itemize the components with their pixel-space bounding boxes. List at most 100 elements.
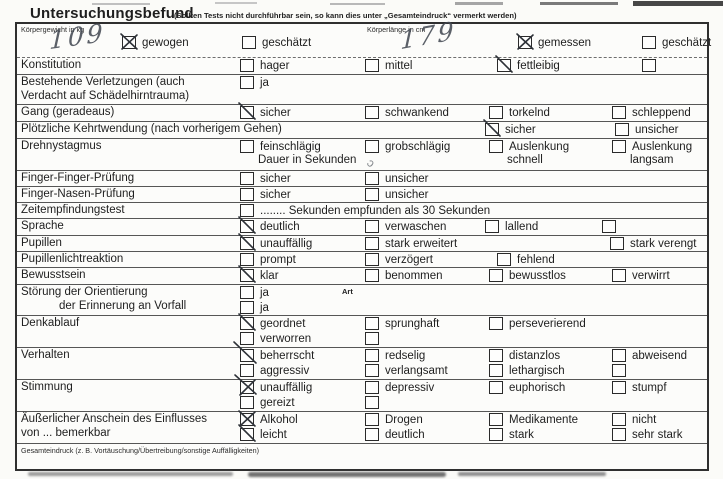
- option-klar: klar: [238, 265, 279, 283]
- checkbox-finger-finger-prüfung-sicher[interactable]: [240, 172, 254, 185]
- option-label: mittel: [385, 59, 413, 72]
- option-gemessen: gemessen: [516, 33, 591, 50]
- checkbox-plötzliche-kehrtwendung-nach-vorherigem-gehen-sicher[interactable]: [483, 119, 501, 137]
- checkbox-pupillenlichtreaktion-verzögert[interactable]: [365, 253, 379, 266]
- checkbox-finger-nasen-prüfung-sicher[interactable]: [240, 188, 254, 201]
- handwritten-check-mark: [516, 33, 534, 50]
- checkbox-denkablauf-verworren[interactable]: [240, 332, 254, 345]
- form-row-denkablauf: Denkablauf geordnet sprunghaft perseveriere…: [17, 313, 707, 348]
- checkbox-bestehende-verletzungen-auch-ja[interactable]: [240, 76, 254, 89]
- checkbox-drehnystagmus-grobschlägig[interactable]: [365, 140, 379, 153]
- checkbox-äußerlicher-anschein-des-einflusses-alkohol[interactable]: [238, 410, 256, 427]
- checkbox-koerpermasse-geschätzt[interactable]: [642, 36, 656, 49]
- checkbox-stimmung-euphorisch[interactable]: [489, 381, 503, 394]
- checkbox-finger-finger-prüfung-unsicher[interactable]: [365, 172, 379, 185]
- checkbox-bewusstsein-verwirrt[interactable]: [612, 269, 626, 282]
- checkbox-koerpermasse-gewogen[interactable]: [120, 33, 138, 50]
- option-label: sicher: [260, 188, 291, 201]
- checkbox-stimmung-depressiv[interactable]: [365, 381, 379, 394]
- form-row-pupillen: Pupillen unauffällig stark erweitert stark …: [17, 233, 707, 252]
- scan-artifact: [540, 2, 618, 5]
- checkbox-äußerlicher-anschein-des-einflusses-sehr-stark[interactable]: [612, 428, 626, 441]
- checkbox-gang-geradeaus-schleppend[interactable]: [612, 106, 626, 119]
- form-row-verhalten: Verhalten beherrscht redselig distanzlos abw…: [17, 341, 707, 380]
- checkbox-pupillenlichtreaktion-prompt[interactable]: [240, 253, 254, 266]
- checkbox-verhalten-blank[interactable]: [612, 364, 626, 377]
- checkbox-gang-geradeaus-sicher[interactable]: [238, 102, 256, 120]
- checkbox-denkablauf-perseverierend[interactable]: [489, 317, 503, 330]
- checkbox-verhalten-distanzlos[interactable]: [489, 349, 503, 362]
- option-label: stark verengt: [630, 237, 697, 250]
- option-label: redselig: [385, 349, 426, 362]
- checkbox-störung-der-orientierung-ja[interactable]: [240, 286, 254, 299]
- option-blank: [612, 364, 632, 377]
- checkbox-sprache-blank[interactable]: [602, 220, 616, 233]
- checkbox-drehnystagmus-feinschlägig[interactable]: [240, 140, 254, 153]
- checkbox-stimmung-stumpf[interactable]: [612, 381, 626, 394]
- checkbox-koerpermasse-gemessen[interactable]: [516, 33, 534, 50]
- inline-note: Art: [342, 287, 353, 296]
- option-verwaschen: verwaschen: [365, 220, 446, 233]
- checkbox-äußerlicher-anschein-des-einflusses-leicht[interactable]: [238, 424, 256, 442]
- checkbox-konstitution-fettleibig[interactable]: [495, 55, 513, 73]
- checkbox-pupillen-stark-erweitert[interactable]: [365, 237, 379, 250]
- checkbox-äußerlicher-anschein-des-einflusses-deutlich[interactable]: [365, 428, 379, 441]
- checkbox-plötzliche-kehrtwendung-nach-vorherigem-gehen-unsicher[interactable]: [615, 123, 629, 136]
- row-label: Bewusstsein: [21, 269, 86, 281]
- checkbox-drehnystagmus-auslenkung[interactable]: [612, 140, 626, 153]
- checkbox-sprache-verwaschen[interactable]: [365, 220, 379, 233]
- option-aggressiv: aggressiv: [240, 364, 309, 377]
- option-depressiv: depressiv: [365, 381, 434, 394]
- checkbox-denkablauf-sprunghaft[interactable]: [365, 317, 379, 330]
- scan-artifact: [633, 1, 723, 6]
- option-label: sehr stark: [632, 428, 683, 441]
- checkbox-pupillenlichtreaktion-fehlend[interactable]: [497, 253, 511, 266]
- checkbox-gang-geradeaus-torkelnd[interactable]: [489, 106, 503, 119]
- checkbox-pupillen-unauffällig[interactable]: [238, 233, 256, 251]
- checkbox-gang-geradeaus-schwankend[interactable]: [365, 106, 379, 119]
- option-fettleibig: fettleibig: [495, 55, 560, 73]
- checkbox-verhalten-redselig[interactable]: [365, 349, 379, 362]
- checkbox-finger-nasen-prüfung-unsicher[interactable]: [365, 188, 379, 201]
- form-row-äußerlicher-anschein-des-einflusses: Äußerlicher Anschein des Einflusses von .…: [17, 410, 707, 444]
- option-unsicher: unsicher: [615, 123, 678, 136]
- checkbox-sprache-deutlich[interactable]: [238, 216, 256, 234]
- checkbox-bewusstsein-klar[interactable]: [238, 265, 256, 283]
- option-perseverierend: perseverierend: [489, 317, 586, 330]
- checkbox-koerpermasse-geschätzt[interactable]: [242, 36, 256, 49]
- checkbox-verhalten-beherrscht[interactable]: [233, 341, 257, 364]
- checkbox-zeitempfindungstest-sekunden-empfunden-als-30-sekunden[interactable]: [240, 204, 254, 217]
- option-label: fettleibig: [517, 59, 560, 72]
- option-label: perseverierend: [509, 317, 586, 330]
- checkbox-denkablauf-geordnet[interactable]: [238, 313, 256, 331]
- checkbox-stimmung-blank[interactable]: [365, 396, 379, 409]
- checkbox-äußerlicher-anschein-des-einflusses-medikamente[interactable]: [489, 413, 503, 426]
- option-label: Medikamente: [509, 413, 579, 426]
- checkbox-äußerlicher-anschein-des-einflusses-nicht[interactable]: [612, 413, 626, 426]
- checkbox-drehnystagmus-auslenkung[interactable]: [489, 140, 503, 153]
- checkbox-konstitution-mittel[interactable]: [365, 59, 379, 72]
- checkbox-verhalten-abweisend[interactable]: [612, 349, 626, 362]
- form-row-konstitution: Konstitution hager mittel fettleibig: [17, 55, 707, 75]
- option-label: geordnet: [260, 317, 306, 330]
- checkbox-verhalten-verlangsamt[interactable]: [365, 364, 379, 377]
- checkbox-stimmung-gereizt[interactable]: [240, 396, 254, 409]
- option-label: ja: [260, 76, 269, 89]
- checkbox-störung-der-orientierung-ja[interactable]: [240, 301, 254, 314]
- option-label: unsicher: [385, 188, 429, 201]
- checkbox-äußerlicher-anschein-des-einflusses-stark[interactable]: [489, 428, 503, 441]
- checkbox-bewusstsein-benommen[interactable]: [365, 269, 379, 282]
- checkbox-denkablauf-blank[interactable]: [365, 332, 379, 345]
- checkbox-verhalten-aggressiv[interactable]: [240, 364, 254, 377]
- checkbox-verhalten-lethargisch[interactable]: [489, 364, 503, 377]
- checkbox-konstitution-blank[interactable]: [642, 59, 656, 72]
- checkbox-stimmung-unauffällig[interactable]: [234, 374, 257, 396]
- checkbox-sprache-lallend[interactable]: [485, 220, 499, 233]
- checkbox-pupillen-stark-verengt[interactable]: [610, 237, 624, 250]
- checkbox-äußerlicher-anschein-des-einflusses-drogen[interactable]: [365, 413, 379, 426]
- option-sublabel: schnell: [507, 154, 543, 166]
- checkbox-konstitution-hager[interactable]: [240, 59, 254, 72]
- checkbox-bewusstsein-bewusstlos[interactable]: [489, 269, 503, 282]
- option-label: abweisend: [632, 349, 687, 362]
- option-sublabel: Dauer in Sekunden: [258, 154, 357, 166]
